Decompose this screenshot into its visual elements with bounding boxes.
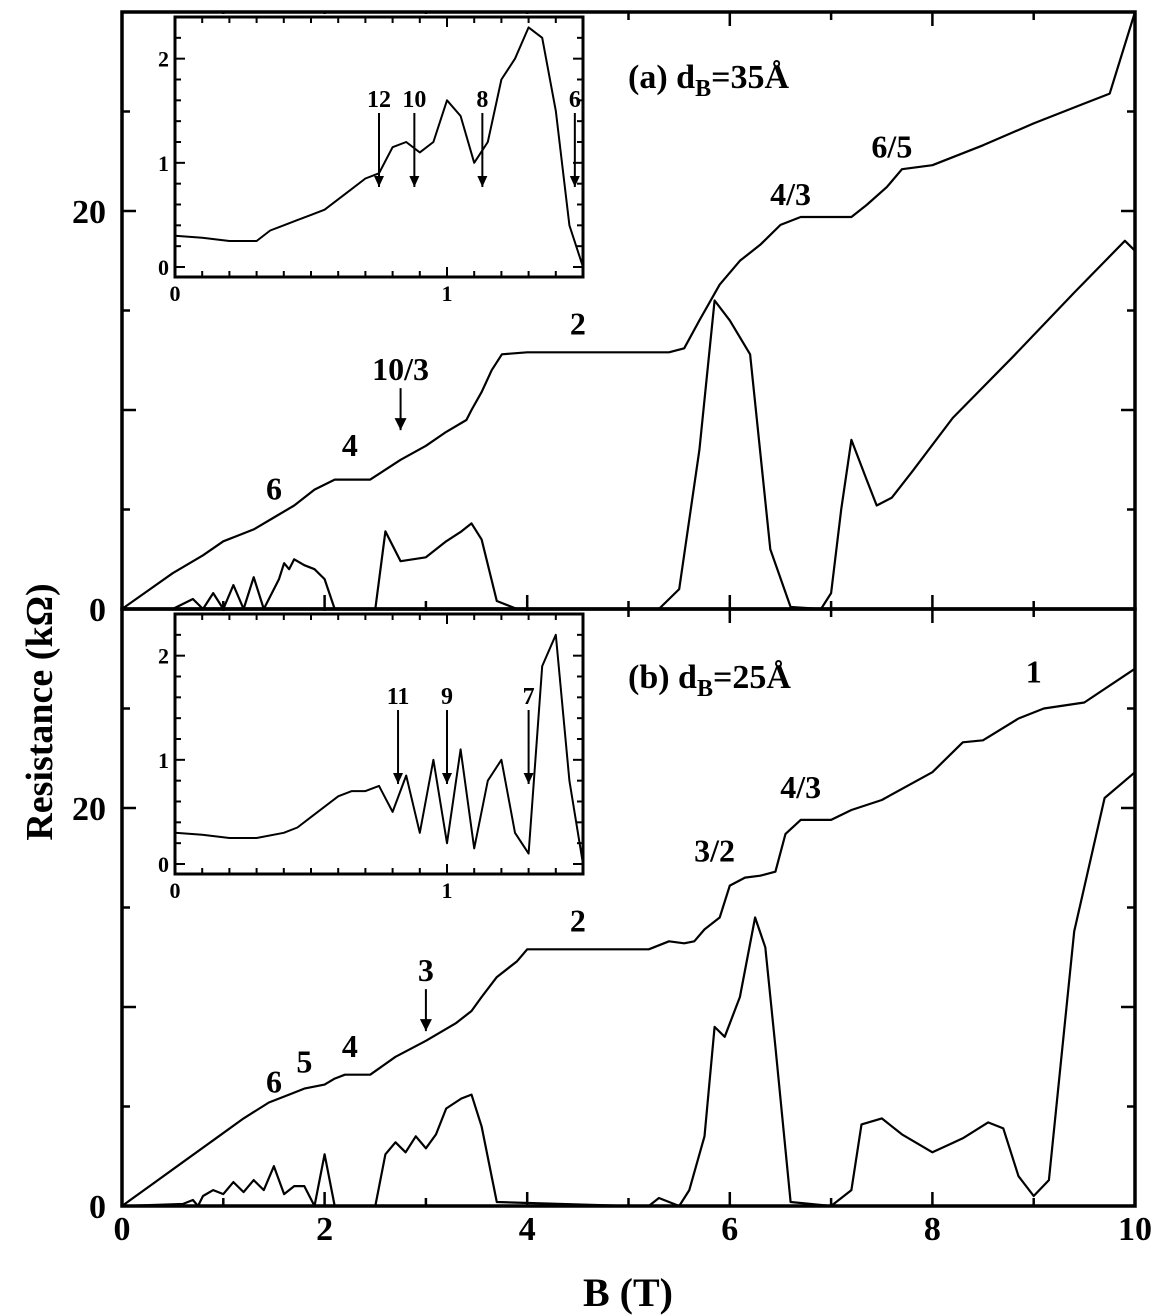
x-tick-label: 2 — [316, 1211, 333, 1248]
panel-a-title: (a) dB=35Å — [628, 59, 789, 102]
inset-frame — [173, 15, 585, 279]
inset-x-tick-label: 0 — [170, 281, 181, 306]
inset-y-tick-label: 0 — [158, 255, 169, 280]
x-tick-label: 0 — [114, 1211, 131, 1248]
inset-arrow-head — [442, 773, 452, 784]
curves — [121, 11, 1137, 1208]
inset-arrow-label: 9 — [441, 684, 453, 710]
inset-arrow-head — [569, 176, 580, 187]
inset-y-tick-label: 1 — [158, 151, 169, 176]
inset-arrow-head — [409, 176, 420, 187]
inset-arrow-head — [523, 773, 534, 784]
inset-arrow-head — [477, 176, 488, 187]
plateau-label: 4 — [342, 427, 358, 463]
arrow-head — [394, 418, 407, 431]
series-line-b-Rxx — [121, 771, 1136, 1208]
inset-series-line — [174, 633, 584, 865]
plateau-label: 4 — [342, 1028, 358, 1064]
plateau-label: 4/3 — [770, 176, 811, 212]
inset-x-tick-label: 0 — [170, 878, 181, 903]
y-tick-label: 0 — [89, 1189, 106, 1226]
plateau-label: 2 — [570, 305, 586, 341]
plateau-label: 1 — [1026, 654, 1042, 690]
y-tick-label: 20 — [72, 194, 106, 231]
inset-frame — [173, 612, 585, 876]
plateau-label: 4/3 — [780, 769, 821, 805]
inset-series-line — [174, 26, 584, 268]
inset-background — [172, 611, 586, 877]
y-tick-label: 20 — [72, 791, 106, 828]
inset-x-tick-label: 1 — [442, 878, 453, 903]
inset-y-tick-label: 1 — [158, 748, 169, 773]
series-line-a-Rxy — [121, 11, 1137, 610]
series-line-b-Rxy — [121, 667, 1136, 1207]
x-tick-label: 6 — [721, 1211, 738, 1248]
x-tick-label: 8 — [924, 1211, 941, 1248]
inset-arrow-label: 7 — [523, 684, 535, 710]
inset-y-tick-label: 0 — [158, 852, 169, 877]
inset-x-tick-label: 1 — [442, 281, 453, 306]
y-axis-label: Resistance (kΩ) — [19, 583, 61, 840]
x-tick-label: 10 — [1118, 1211, 1152, 1248]
plateau-label: 3 — [418, 952, 434, 988]
inset-arrow-label: 8 — [476, 87, 488, 113]
inset-arrow-label: 6 — [569, 87, 581, 113]
inset-b: 0 1 0 1 2 11 9 7 — [158, 611, 586, 903]
plateau-label: 2 — [570, 902, 586, 938]
panel-b-title: (b) dB=25Å — [628, 659, 791, 702]
plateau-label: 5 — [296, 1044, 312, 1080]
x-tick-label: 4 — [519, 1211, 536, 1248]
plateau-label: 6 — [266, 471, 282, 507]
inset-y-tick-label: 2 — [158, 644, 169, 669]
inset-arrow-head — [374, 176, 384, 187]
series-line-a-Rxx — [122, 239, 1136, 611]
inset-arrow-label: 10 — [402, 87, 426, 113]
plateau-label: 3/2 — [694, 833, 735, 869]
inset-arrow-label: 11 — [387, 684, 410, 710]
inset-arrow-head — [393, 773, 404, 784]
y-tick-label: 0 — [89, 592, 106, 629]
x-axis-label: B (T) — [583, 1270, 673, 1315]
plateau-label: 10/3 — [372, 351, 429, 387]
arrow-head — [419, 1019, 432, 1032]
inset-y-tick-label: 2 — [158, 47, 169, 72]
plateau-label: 6/5 — [871, 128, 912, 164]
plateau-label: 6 — [266, 1064, 282, 1100]
inset-arrow-label: 12 — [367, 87, 391, 113]
